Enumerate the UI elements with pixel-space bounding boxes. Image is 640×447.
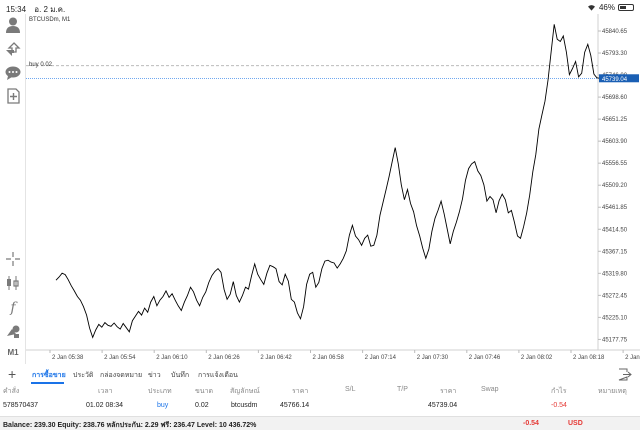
header-swap: Swap [481,386,499,393]
add-icon[interactable]: + [8,366,17,382]
new-order-icon[interactable] [4,87,22,105]
header-price: ราคา [292,388,309,395]
y-tick-label: 45651.25 [602,117,628,123]
left-toolbar: f M1 [0,14,26,364]
battery-percent: 46% [598,3,615,12]
row-type: buy [157,402,169,409]
symbol-label: BTCUSDm, M1 [29,17,71,23]
header-type: ประเภท [148,388,172,395]
header-tp: T/P [397,386,408,393]
y-tick-label: 45698.60 [602,95,628,101]
x-tick-label: 2 Jan 06:58 [313,355,345,361]
y-tick-label: 45603.90 [602,139,628,145]
x-tick-label: 2 Jan 08:02 [521,355,553,361]
y-tick-label: 45367.15 [602,249,628,255]
row-size: 0.02 [195,402,209,409]
balance-summary: Balance: 239.30 Equity: 238.76 หลักประกั… [3,422,257,429]
y-tick-label: 45272.45 [602,293,628,299]
row-time: 01.02 08:34 [86,402,123,409]
y-tick-label: 45840.65 [602,29,628,35]
current-price-tag: 45739.04 [599,74,639,83]
header-profit: กำไร [551,388,567,395]
chart-area[interactable]: 45840.6545793.3045746.0045698.6045651.25… [26,14,640,364]
tab-mailbox[interactable]: กล่องจดหมาย [100,372,143,379]
balance-bar: Balance: 239.30 Equity: 238.76 หลักประกั… [0,416,640,430]
battery-icon [618,4,634,11]
x-tick-label: 2 Jan 08:18 [573,355,605,361]
wifi-icon [587,5,595,11]
tab-alerts[interactable]: การแจ้งเตือน [198,372,238,379]
row-current-price: 45739.04 [428,402,458,409]
active-tab-indicator [31,382,64,384]
y-tick-label: 45793.30 [602,51,628,57]
x-tick-label: 2 Jan 06:26 [208,355,240,361]
y-tick-label: 45509.20 [602,183,628,189]
battery-fill [620,6,626,9]
export-icon[interactable] [618,368,632,381]
crosshair-icon[interactable] [4,250,22,268]
row-symbol: btcusdm [231,402,258,409]
tab-history[interactable]: ประวัติ [73,372,94,379]
x-tick-label: 2 Jan 06:42 [260,355,292,361]
status-date: อ. 2 ม.ค. [34,5,66,14]
trade-icon[interactable] [4,40,22,58]
tab-trade[interactable]: การซื้อขาย [32,372,66,379]
current-price-tag-label: 45739.04 [602,77,628,83]
header-comment: หมายเหตุ [598,388,627,395]
row-price: 45766.14 [280,402,310,409]
x-tick-label: 2 Jan 08:34 [625,355,640,361]
y-tick-label: 45414.50 [602,227,628,233]
y-tick-label: 45556.55 [602,161,628,167]
x-tick-label: 2 Jan 07:30 [417,355,449,361]
timeframe-label[interactable]: M1 [7,348,19,357]
total-profit: -0.54 [523,420,539,427]
svg-text:f: f [9,300,18,315]
header-sl: S/L [345,386,356,393]
price-chart[interactable]: 45840.6545793.3045746.0045698.6045651.25… [26,14,640,364]
profit-currency: USD [568,420,583,427]
header-time: เวลา [98,388,113,395]
chat-icon[interactable] [4,64,22,82]
x-tick-label: 2 Jan 07:14 [365,355,397,361]
x-tick-label: 2 Jan 05:38 [52,355,84,361]
bottom-tabs: + การซื้อขาย ประวัติ กล่องจดหมาย ข่าว บั… [0,367,640,384]
y-tick-label: 45319.80 [602,271,628,277]
header-symbol: สัญลักษณ์ [230,388,260,395]
orders-table-header: คำสั่ง เวลา ประเภท ขนาด สัญลักษณ์ ราคา S… [0,386,640,398]
table-row[interactable]: 578570437 01.02 08:34 buy 0.02 btcusdm 4… [0,402,640,414]
x-tick-label: 2 Jan 05:54 [104,355,136,361]
indicators-icon[interactable] [4,274,22,292]
x-tick-label: 2 Jan 06:10 [156,355,188,361]
account-icon[interactable] [4,16,22,34]
buy-line-label: buy 0.02 [29,62,53,68]
y-tick-label: 45225.10 [602,315,628,321]
current-price-tag-bg [599,74,639,83]
row-order: 578570437 [3,402,39,409]
x-tick-label: 2 Jan 07:46 [469,355,501,361]
header-order: คำสั่ง [3,388,20,395]
y-tick-label: 45461.85 [602,205,628,211]
objects-icon[interactable] [4,322,22,340]
function-icon[interactable]: f [4,298,22,316]
tab-journal[interactable]: บันทึก [171,372,190,379]
price-series-line [55,24,601,339]
header-current-price: ราคา [440,388,457,395]
row-profit: -0.54 [551,402,567,409]
header-size: ขนาด [195,388,214,395]
y-tick-label: 45177.75 [602,337,628,343]
status-time: 15:34 [6,5,27,14]
status-bar: 15:34 อ. 2 ม.ค. 46% [0,0,640,14]
tab-news[interactable]: ข่าว [148,372,161,379]
